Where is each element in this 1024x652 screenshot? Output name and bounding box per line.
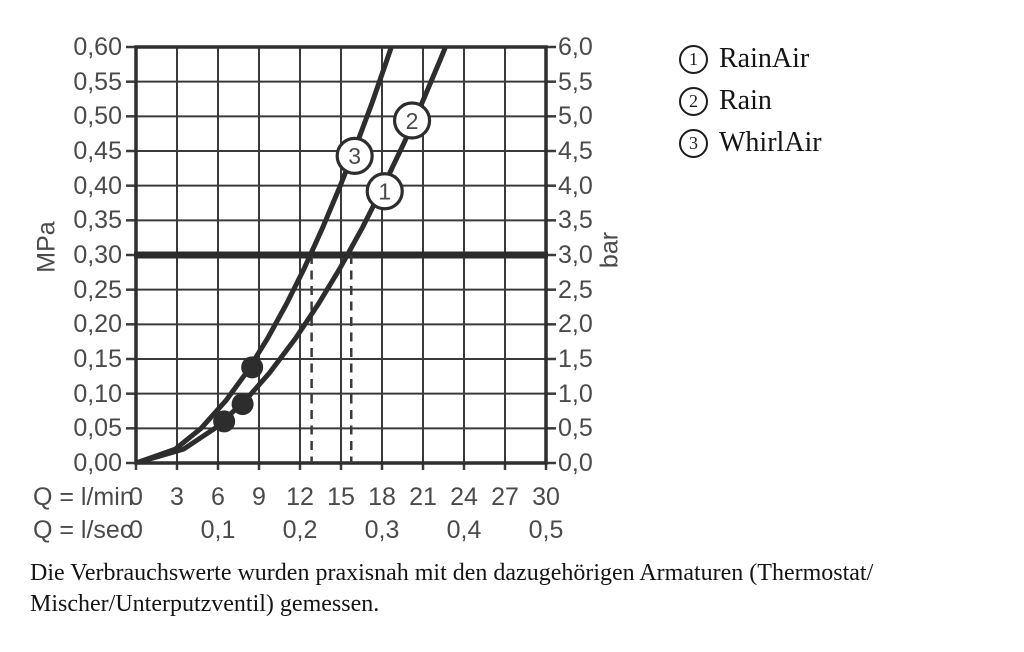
legend-item-whirlair: 3 WhirlAir [679, 122, 822, 164]
curve-label-circle [365, 172, 404, 211]
y-tick-label-mpa: 0,25 [73, 275, 122, 304]
y-tick-label-mpa: 0,10 [73, 379, 122, 408]
flow-pressure-chart: 31 2 [126, 45, 556, 470]
x-tick-label-lmin: 6 [211, 483, 225, 511]
y-axis-unit-right: bar [595, 231, 624, 269]
y-tick-label-bar: 6,0 [558, 33, 593, 61]
x-tick-label-lmin: 18 [368, 483, 396, 511]
x-tick-label-lmin: 30 [532, 483, 560, 511]
legend: 1 RainAir 2 Rain 3 WhirlAir [679, 38, 822, 164]
y-tick-label-bar: 0,0 [558, 449, 593, 477]
y-tick-label-bar: 3,5 [558, 206, 593, 235]
y-tick-label-mpa: 0,20 [73, 310, 122, 339]
y-tick-label-bar: 2,0 [558, 310, 593, 339]
caption: Die Verbrauchswerte wurden praxisnah mit… [30, 558, 960, 620]
curve-label-circle [335, 136, 374, 175]
curve-label-circle [392, 101, 432, 140]
measured-point-dot [231, 393, 254, 416]
x-tick-label-lmin: 9 [252, 483, 266, 511]
y-tick-label-mpa: 0,60 [73, 33, 122, 61]
legend-item-rain: 2 Rain [679, 80, 822, 122]
y-axis-unit-left: MPa [32, 221, 61, 273]
measured-point-dot [213, 410, 236, 433]
y-tick-label-bar: 0,5 [558, 414, 593, 443]
caption-line-2: Mischer/Unterputzventil) gemessen. [30, 591, 380, 617]
y-tick-label-bar: 1,0 [558, 379, 593, 408]
y-tick-label-bar: 5,5 [558, 67, 593, 96]
curve-label-number: 3 [348, 143, 361, 169]
x-tick-label-lmin: 21 [409, 483, 437, 511]
curve-label-3: 3 [335, 136, 374, 175]
x-tick-label-lmin: 12 [286, 483, 314, 511]
x-tick-label-lsec: 0,3 [364, 516, 400, 544]
legend-circled-number-1: 1 [679, 44, 708, 74]
y-tick-label-mpa: 0,40 [73, 171, 122, 200]
legend-label-rainair: RainAir [719, 43, 810, 74]
y-tick-label-bar: 4,5 [558, 137, 593, 165]
x-tick-label-lsec: 0,1 [200, 516, 236, 544]
legend-label-whirlair: WhirlAir [719, 127, 822, 158]
x-tick-label-lmin: 3 [170, 483, 184, 511]
y-tick-label-bar: 2,5 [558, 275, 593, 304]
measured-point-dot [241, 356, 264, 379]
y-tick-label-mpa: 0,00 [73, 449, 122, 477]
y-tick-label-bar: 5,0 [558, 102, 593, 131]
x-tick-label-lsec: 0,4 [446, 516, 482, 544]
x-tick-label-lmin: 24 [450, 483, 478, 511]
legend-item-rainair: 1 RainAir [679, 38, 822, 80]
y-tick-label-mpa: 0,15 [73, 345, 122, 373]
legend-circled-number-3: 3 [679, 128, 708, 158]
y-tick-label-mpa: 0,55 [73, 67, 122, 96]
curve-label-2: 2 [392, 101, 432, 140]
legend-label-rain: Rain [719, 85, 772, 116]
y-tick-label-mpa: 0,45 [73, 137, 122, 165]
x-tick-label-lmin: 15 [327, 483, 355, 511]
curve-label-number: 1 [378, 178, 391, 204]
x-tick-label-lsec: 0,2 [282, 516, 318, 544]
y-tick-label-bar: 4,0 [558, 171, 593, 200]
curve-label-1: 1 [365, 172, 404, 211]
curve-label-number: 2 [406, 108, 419, 134]
x-tick-label-lmin: 27 [491, 483, 519, 511]
x-axis-unit-lmin: Q = l/min [33, 483, 134, 511]
y-tick-label-mpa: 0,50 [73, 102, 122, 131]
x-axis-unit-lsec: Q = l/sec [33, 516, 133, 544]
y-tick-label-mpa: 0,05 [73, 414, 122, 443]
legend-circled-number-2: 2 [679, 86, 708, 116]
curve-whirlair [136, 47, 394, 463]
x-tick-label-lsec: 0,5 [528, 516, 564, 544]
y-tick-label-bar: 1,5 [558, 345, 593, 373]
caption-line-1: Die Verbrauchswerte wurden praxisnah mit… [30, 560, 874, 586]
